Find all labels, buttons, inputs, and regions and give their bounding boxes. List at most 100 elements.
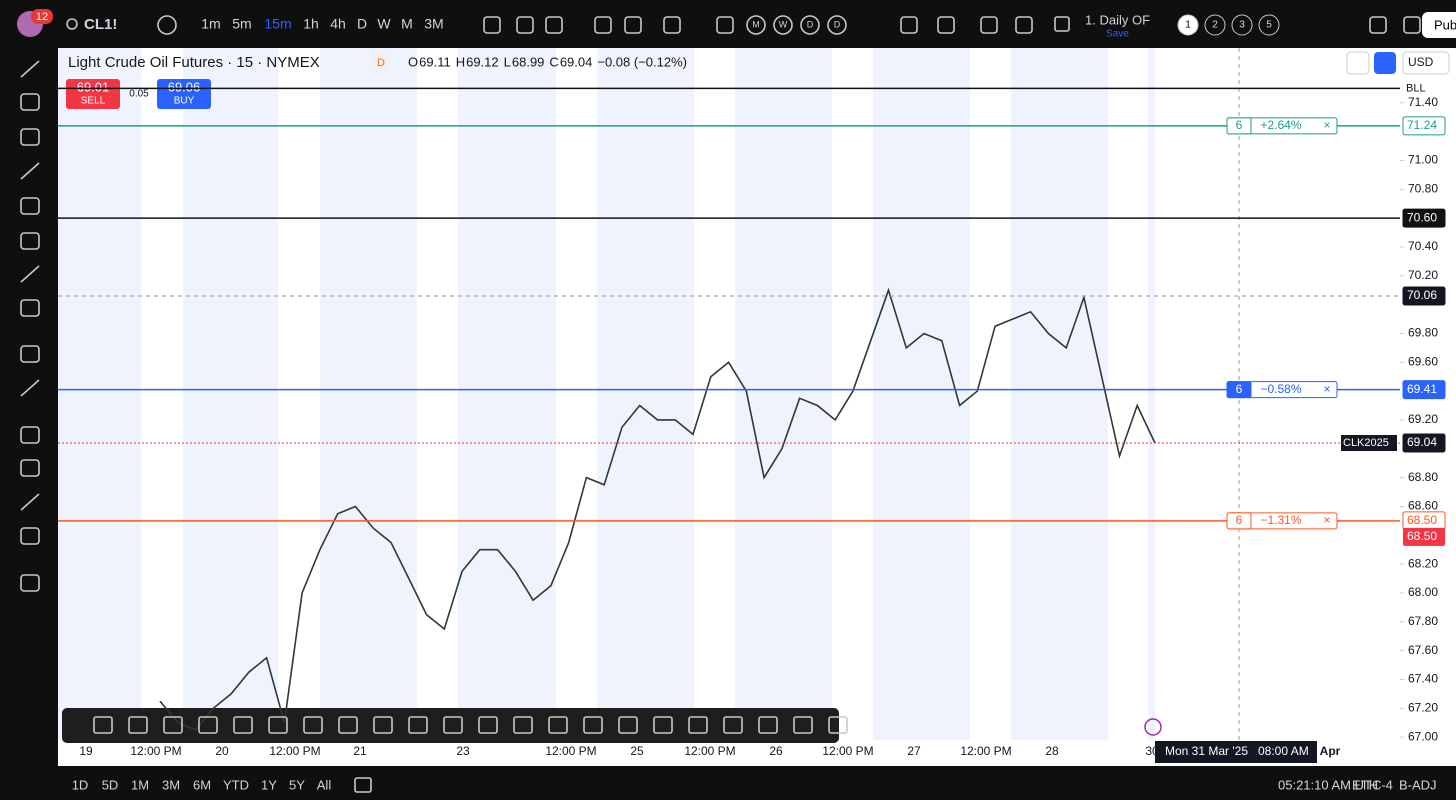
- toolbar-icon[interactable]: [624, 16, 642, 34]
- interval[interactable]: 15m: [264, 16, 291, 32]
- drawing-tool[interactable]: [443, 716, 463, 734]
- interval[interactable]: M: [401, 16, 413, 32]
- order-qty[interactable]: 6: [1236, 513, 1243, 527]
- tool-icon[interactable]: [20, 299, 40, 317]
- drawing-tool[interactable]: [93, 716, 113, 734]
- tool-icon[interactable]: [20, 493, 40, 511]
- multi-label[interactable]: D: [807, 19, 814, 29]
- multi-button[interactable]: [773, 15, 793, 35]
- multi-label[interactable]: D: [834, 19, 841, 29]
- tool-icon[interactable]: [20, 527, 40, 545]
- interval[interactable]: 1h: [303, 16, 319, 32]
- drawing-tool[interactable]: [303, 716, 323, 734]
- tool-icon[interactable]: [20, 162, 40, 180]
- interval[interactable]: D: [357, 16, 367, 32]
- multi-button[interactable]: [746, 15, 766, 35]
- range-button[interactable]: 1Y: [261, 777, 277, 792]
- order-close[interactable]: ×: [1323, 513, 1330, 527]
- tool-icon[interactable]: [20, 426, 40, 444]
- toolbar-icon[interactable]: [663, 16, 681, 34]
- tool-icon[interactable]: [20, 60, 40, 78]
- interval[interactable]: 3M: [424, 16, 443, 32]
- drawing-tool[interactable]: [513, 716, 533, 734]
- drawing-tool[interactable]: [198, 716, 218, 734]
- drawing-tool[interactable]: [338, 716, 358, 734]
- order-close[interactable]: ×: [1323, 382, 1330, 396]
- checkbox[interactable]: [1054, 16, 1070, 32]
- order-qty-box[interactable]: [1226, 117, 1252, 135]
- drawing-tool[interactable]: [233, 716, 253, 734]
- event-marker[interactable]: [1144, 718, 1162, 736]
- buy-label[interactable]: BUY: [174, 96, 195, 107]
- page-label[interactable]: 3: [1239, 20, 1245, 31]
- order-pct[interactable]: −1.31%: [1260, 513, 1301, 527]
- layout-save[interactable]: Save: [1106, 29, 1129, 40]
- buy-price[interactable]: 69.06: [168, 79, 201, 94]
- sync-button[interactable]: [1374, 52, 1396, 74]
- range-button[interactable]: 1M: [131, 777, 149, 792]
- session[interactable]: ETH: [1352, 777, 1378, 792]
- tool-icon[interactable]: [20, 379, 40, 397]
- drawing-tool[interactable]: [373, 716, 393, 734]
- order-qty-box[interactable]: [1226, 512, 1252, 530]
- date-range-icon[interactable]: [354, 777, 372, 793]
- toolbar-icon[interactable]: [900, 16, 918, 34]
- tool-icon[interactable]: [20, 265, 40, 283]
- page-button[interactable]: [1177, 14, 1199, 36]
- order-close[interactable]: ×: [1323, 118, 1330, 132]
- drawing-tool[interactable]: [408, 716, 428, 734]
- page-button[interactable]: [1258, 14, 1280, 36]
- page-label[interactable]: 5: [1266, 20, 1272, 31]
- layout-name[interactable]: 1. Daily OF: [1085, 12, 1150, 27]
- range-button[interactable]: 5Y: [289, 777, 305, 792]
- order-qty[interactable]: 6: [1236, 382, 1243, 396]
- sell-button[interactable]: [66, 79, 120, 109]
- order-qty[interactable]: 6: [1236, 118, 1243, 132]
- multi-label[interactable]: M: [752, 19, 760, 29]
- tool-icon[interactable]: [20, 345, 40, 363]
- download-button[interactable]: [1346, 51, 1370, 75]
- multi-label[interactable]: W: [779, 19, 788, 29]
- order-pct[interactable]: +2.64%: [1260, 118, 1301, 132]
- drawing-tool[interactable]: [723, 716, 743, 734]
- drawing-tool[interactable]: [478, 716, 498, 734]
- page-button[interactable]: [1204, 14, 1226, 36]
- page-label[interactable]: 1: [1185, 20, 1191, 31]
- toolbar-icon[interactable]: [980, 16, 998, 34]
- tool-icon[interactable]: [20, 574, 40, 592]
- toolbar-icon[interactable]: [716, 16, 734, 34]
- tool-icon[interactable]: [20, 232, 40, 250]
- tool-icon[interactable]: [20, 93, 40, 111]
- buy-button[interactable]: [157, 79, 211, 109]
- currency-button[interactable]: [1402, 51, 1450, 75]
- multi-button[interactable]: [827, 15, 847, 35]
- adjust[interactable]: B-ADJ: [1399, 777, 1437, 792]
- drawing-tool[interactable]: [758, 716, 778, 734]
- drawing-tool[interactable]: [688, 716, 708, 734]
- order-pct[interactable]: −0.58%: [1260, 382, 1301, 396]
- range-button[interactable]: 6M: [193, 777, 211, 792]
- page-label[interactable]: 2: [1212, 20, 1218, 31]
- drawing-tool[interactable]: [128, 716, 148, 734]
- drawing-tool[interactable]: [828, 716, 848, 734]
- toolbar-icon[interactable]: [1369, 16, 1387, 34]
- publish-button[interactable]: [1422, 12, 1456, 38]
- tool-icon[interactable]: [20, 197, 40, 215]
- multi-button[interactable]: [800, 15, 820, 35]
- sell-price[interactable]: 69.01: [77, 79, 110, 94]
- page-button[interactable]: [1231, 14, 1253, 36]
- drawing-tool[interactable]: [583, 716, 603, 734]
- interval[interactable]: 5m: [232, 16, 251, 32]
- toolbar-icon[interactable]: [1403, 16, 1421, 34]
- range-button[interactable]: 5D: [102, 777, 119, 792]
- add-symbol[interactable]: [157, 15, 177, 35]
- drawing-tool[interactable]: [268, 716, 288, 734]
- symbol[interactable]: CL1!: [84, 16, 117, 33]
- toolbar-icon[interactable]: [1015, 16, 1033, 34]
- toolbar-icon[interactable]: [937, 16, 955, 34]
- drawing-tool[interactable]: [618, 716, 638, 734]
- order-qty-box[interactable]: [1226, 381, 1252, 399]
- drawing-tool[interactable]: [793, 716, 813, 734]
- toolbar-icon[interactable]: [594, 16, 612, 34]
- range-button[interactable]: 3M: [162, 777, 180, 792]
